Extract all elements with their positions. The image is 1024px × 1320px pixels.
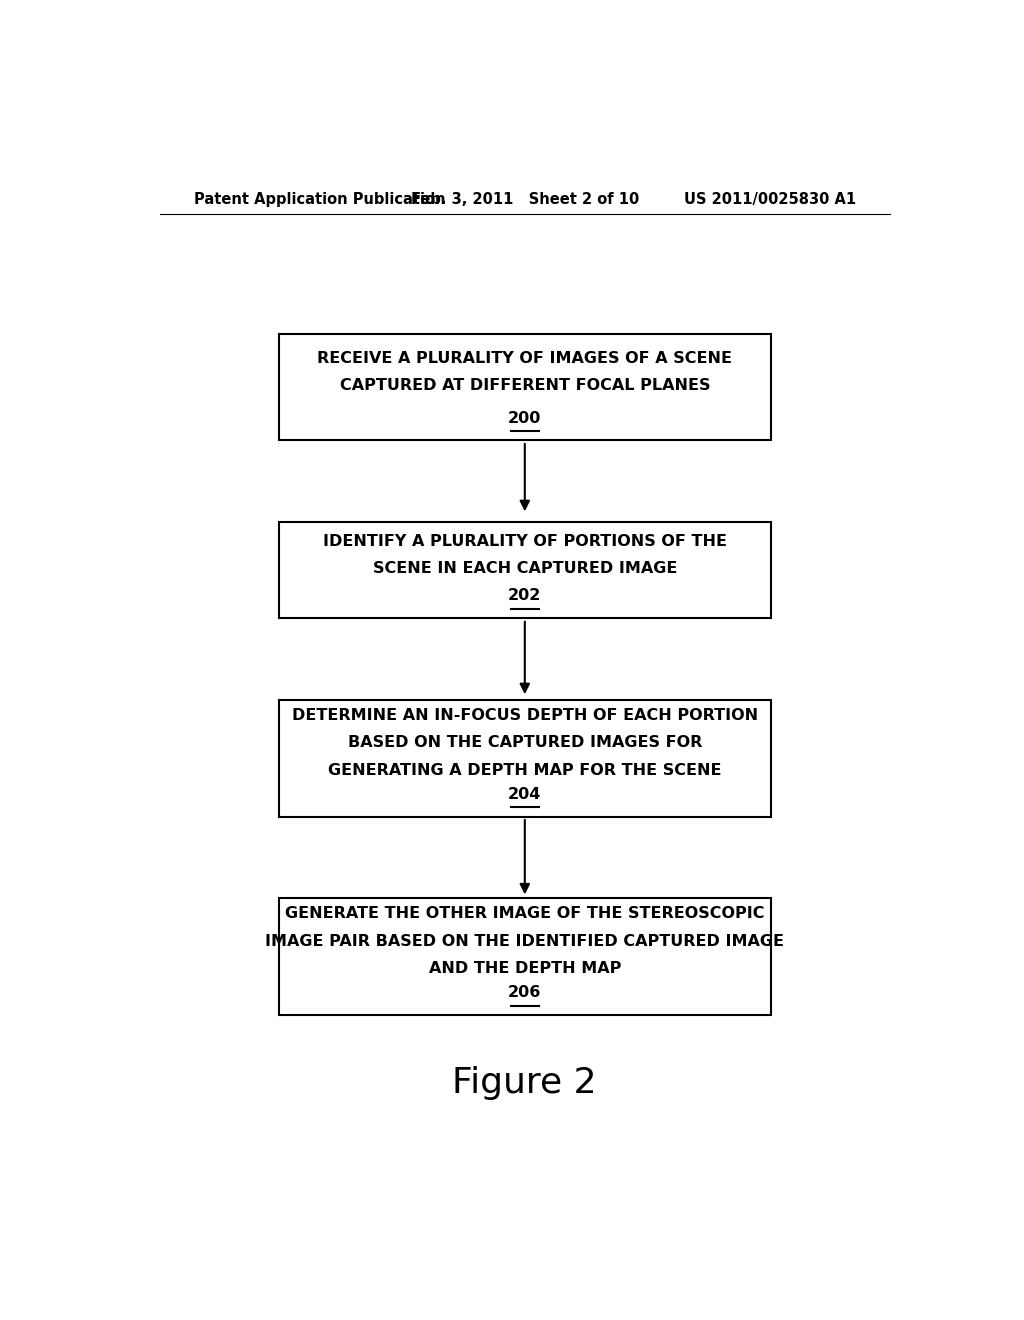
Text: RECEIVE A PLURALITY OF IMAGES OF A SCENE: RECEIVE A PLURALITY OF IMAGES OF A SCENE (317, 351, 732, 366)
Text: Patent Application Publication: Patent Application Publication (194, 191, 445, 206)
FancyBboxPatch shape (279, 700, 771, 817)
Text: 202: 202 (508, 589, 542, 603)
Text: 204: 204 (508, 787, 542, 801)
Text: BASED ON THE CAPTURED IMAGES FOR: BASED ON THE CAPTURED IMAGES FOR (347, 735, 702, 750)
FancyBboxPatch shape (279, 521, 771, 618)
Text: 206: 206 (508, 985, 542, 999)
Text: IMAGE PAIR BASED ON THE IDENTIFIED CAPTURED IMAGE: IMAGE PAIR BASED ON THE IDENTIFIED CAPTU… (265, 933, 784, 949)
Text: CAPTURED AT DIFFERENT FOCAL PLANES: CAPTURED AT DIFFERENT FOCAL PLANES (340, 378, 710, 393)
Text: GENERATING A DEPTH MAP FOR THE SCENE: GENERATING A DEPTH MAP FOR THE SCENE (328, 763, 722, 777)
Text: IDENTIFY A PLURALITY OF PORTIONS OF THE: IDENTIFY A PLURALITY OF PORTIONS OF THE (323, 533, 727, 549)
Text: SCENE IN EACH CAPTURED IMAGE: SCENE IN EACH CAPTURED IMAGE (373, 561, 677, 576)
FancyBboxPatch shape (279, 898, 771, 1015)
Text: AND THE DEPTH MAP: AND THE DEPTH MAP (429, 961, 621, 975)
Text: Feb. 3, 2011   Sheet 2 of 10: Feb. 3, 2011 Sheet 2 of 10 (411, 191, 639, 206)
Text: DETERMINE AN IN-FOCUS DEPTH OF EACH PORTION: DETERMINE AN IN-FOCUS DEPTH OF EACH PORT… (292, 708, 758, 723)
Text: 200: 200 (508, 411, 542, 425)
Text: GENERATE THE OTHER IMAGE OF THE STEREOSCOPIC: GENERATE THE OTHER IMAGE OF THE STEREOSC… (285, 906, 765, 921)
Text: Figure 2: Figure 2 (453, 1067, 597, 1101)
FancyBboxPatch shape (279, 334, 771, 441)
Text: US 2011/0025830 A1: US 2011/0025830 A1 (684, 191, 856, 206)
